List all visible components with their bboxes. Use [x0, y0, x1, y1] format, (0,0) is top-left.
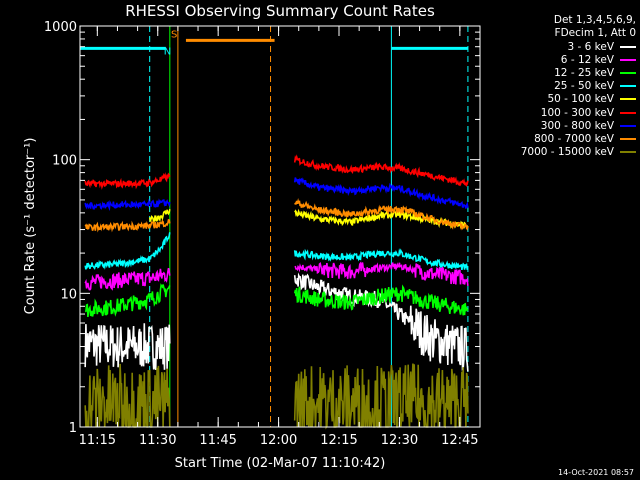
legend-item-label: 50 - 100 keV [547, 93, 614, 106]
x-tick-label-3: 12:00 [260, 433, 297, 448]
series-line-5-1 [293, 154, 469, 188]
legend-header-detectors: Det 1,3,4,5,6,9, [553, 14, 636, 26]
series-line-8-1 [293, 363, 469, 430]
x-axis-label: Start Time (02-Mar-07 11:10:42) [175, 456, 386, 471]
legend-item-label: 12 - 25 keV [554, 66, 614, 79]
legend-swatch [620, 58, 636, 61]
legend-swatch [620, 98, 636, 101]
legend-swatch [620, 85, 636, 88]
timestamp: 14-Oct-2021 08:57 [558, 468, 634, 477]
series-line-6-0 [84, 198, 171, 212]
series-line-2-1 [293, 284, 469, 316]
y-tick-label-2: 100 [52, 154, 77, 169]
legend-item: 25 - 50 keV [484, 80, 636, 93]
series-25-50keV [84, 232, 468, 271]
legend-item: 12 - 25 keV [484, 66, 636, 79]
legend-item-label: 3 - 6 keV [567, 40, 614, 53]
series-line-2-0 [84, 283, 171, 317]
legend-item: 7000 - 15000 keV [484, 146, 636, 159]
series-6-12keV [84, 261, 469, 291]
series-line-8-0 [84, 363, 171, 428]
series-7000-15000keV [84, 363, 469, 430]
series-100-300keV [84, 154, 469, 190]
y-tick-label-1: 10 [60, 287, 77, 302]
legend-swatch [620, 124, 636, 127]
series-line-7-0 [84, 218, 171, 233]
legend-item-label: 7000 - 15000 keV [520, 146, 614, 159]
legend-item-label: 300 - 800 keV [540, 119, 614, 132]
flag-S-label: S [171, 29, 177, 40]
chart-title: RHESSI Observing Summary Count Rates [125, 2, 435, 20]
x-tick-label-2: 11:45 [199, 433, 236, 448]
x-tick-label-5: 12:30 [381, 433, 418, 448]
plot-frame [79, 25, 481, 428]
legend-item: 100 - 300 keV [484, 106, 636, 119]
legend-item-label: 100 - 300 keV [540, 106, 614, 119]
legend-item: 6 - 12 keV [484, 53, 636, 66]
x-tick-label-4: 12:15 [320, 433, 357, 448]
series-12-25keV [84, 283, 469, 317]
y-tick-label-0: 1 [69, 421, 77, 436]
legend-swatch [620, 71, 636, 74]
legend-item: 800 - 7000 keV [484, 132, 636, 145]
series-line-6-1 [293, 177, 469, 209]
series-3-6keV [84, 272, 469, 372]
series-line-4-1 [294, 208, 469, 230]
legend-item-label: 6 - 12 keV [560, 53, 614, 66]
legend-swatch [620, 111, 636, 114]
legend-swatch [620, 137, 636, 140]
legend-item-label: 25 - 50 keV [554, 80, 614, 93]
series-line-4-0 [148, 209, 171, 224]
x-tick-label-0: 11:15 [79, 433, 116, 448]
series-line-1-1 [294, 261, 469, 286]
legend-item-label: 800 - 7000 keV [534, 132, 614, 145]
legend-swatch [620, 151, 636, 154]
series-800-7000keV [84, 198, 469, 233]
legend-item: 50 - 100 keV [484, 93, 636, 106]
series-line-0-0 [84, 323, 171, 370]
legend: Det 1,3,4,5,6,9, FDecim 1, Att 0 3 - 6 k… [484, 14, 636, 159]
series-50-100keV [148, 208, 469, 230]
series-300-800keV [84, 177, 469, 212]
series-line-5-0 [84, 172, 171, 190]
legend-header-attenuator: FDecim 1, Att 0 [554, 27, 636, 39]
series-line-3-0 [84, 232, 171, 270]
x-tick-label-1: 11:30 [139, 433, 176, 448]
series-line-3-1 [293, 248, 468, 271]
legend-item: 3 - 6 keV [484, 40, 636, 53]
x-tick-label-6: 12:45 [441, 433, 478, 448]
legend-swatch [620, 45, 636, 48]
flag-N-label: N [164, 46, 171, 57]
y-tick-label-3: 1000 [44, 20, 77, 35]
series-line-7-1 [294, 198, 469, 231]
legend-item: 300 - 800 keV [484, 119, 636, 132]
y-axis-label: Count Rate (s⁻¹ detector⁻¹) [23, 138, 38, 315]
series-line-1-0 [84, 267, 171, 291]
